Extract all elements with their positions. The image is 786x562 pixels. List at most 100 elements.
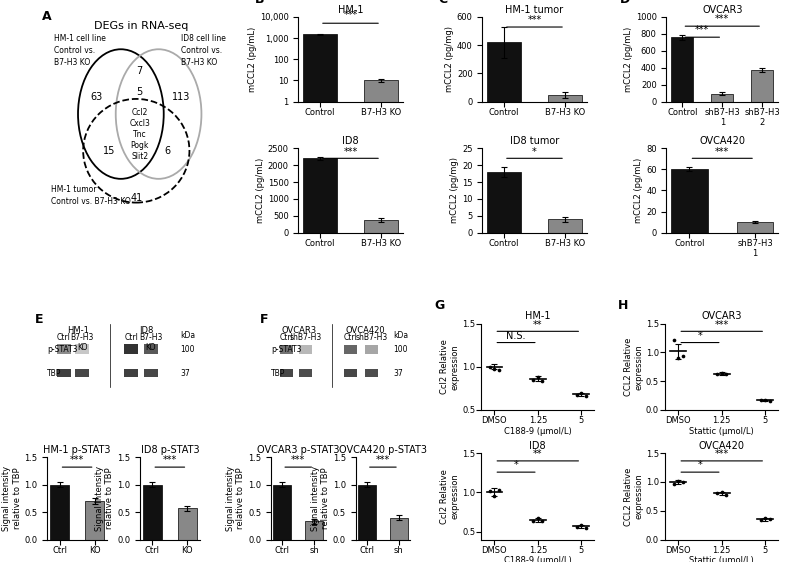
Point [720, 490, 733, 499]
Point [575, 520, 587, 529]
Text: DEGs in RNA-seq: DEGs in RNA-seq [94, 21, 189, 31]
Bar [365, 345, 377, 353]
Bar [487, 172, 521, 233]
Point [711, 370, 724, 379]
Bar [75, 345, 89, 354]
Bar [737, 222, 773, 233]
Text: 5: 5 [137, 88, 143, 97]
Point [672, 353, 685, 362]
Text: F: F [259, 312, 268, 326]
Point [763, 396, 776, 405]
Text: *: * [532, 147, 537, 157]
Bar [487, 42, 521, 102]
Text: *: * [698, 460, 703, 470]
Text: Ctrl: Ctrl [124, 333, 138, 342]
Bar [303, 34, 336, 562]
Text: B7-H3
KO: B7-H3 KO [139, 333, 163, 352]
Text: **: ** [533, 320, 542, 329]
Bar [57, 369, 71, 378]
Title: OVCAR3: OVCAR3 [701, 311, 742, 321]
Title: OVCAR3 p-STAT3: OVCAR3 p-STAT3 [257, 445, 340, 455]
Point [672, 476, 685, 485]
Bar [358, 484, 376, 540]
Title: ID8 tumor: ID8 tumor [510, 136, 559, 146]
Title: OVCA420 p-STAT3: OVCA420 p-STAT3 [339, 445, 427, 455]
Text: 113: 113 [171, 92, 190, 102]
Point [483, 486, 496, 495]
Text: 15: 15 [103, 146, 115, 156]
Y-axis label: mCCL2 (pg/mL): mCCL2 (pg/mL) [624, 26, 633, 92]
Text: Ctrl: Ctrl [343, 333, 358, 342]
Y-axis label: mCCL2 (pg/mL): mCCL2 (pg/mL) [248, 26, 257, 92]
Y-axis label: Signal intensity
relative to TBP: Signal intensity relative to TBP [2, 466, 21, 531]
Text: OVCAR3: OVCAR3 [281, 326, 316, 335]
Text: D: D [619, 0, 630, 6]
Title: ID8: ID8 [342, 136, 359, 146]
Point [579, 392, 592, 401]
X-axis label: C188-9 (μmol/L): C188-9 (μmol/L) [504, 427, 571, 436]
Text: N.S.: N.S. [506, 331, 526, 341]
Y-axis label: Signal intensity
relative to TBP: Signal intensity relative to TBP [310, 466, 330, 531]
Text: ***: *** [343, 147, 358, 157]
Point [571, 391, 583, 400]
Title: HM-1 p-STAT3: HM-1 p-STAT3 [43, 445, 111, 455]
Text: E: E [35, 312, 43, 326]
Bar [85, 501, 105, 540]
Bar [751, 70, 773, 102]
Point [483, 362, 496, 371]
Title: OVCA420: OVCA420 [699, 441, 745, 451]
Title: HM-1 tumor: HM-1 tumor [505, 4, 564, 15]
Title: HM-1: HM-1 [338, 4, 363, 15]
Bar [280, 345, 292, 353]
Text: ***: *** [163, 455, 177, 465]
Bar [671, 169, 707, 233]
Point [759, 395, 772, 404]
X-axis label: C188-9 (μmol/L): C188-9 (μmol/L) [504, 556, 571, 562]
Text: 100: 100 [394, 345, 408, 353]
Text: Ctrl: Ctrl [57, 333, 71, 342]
Bar [299, 369, 312, 378]
Bar [671, 37, 693, 102]
Text: TBP: TBP [271, 369, 285, 378]
Text: H: H [618, 300, 628, 312]
Bar [57, 345, 71, 354]
Text: 37: 37 [394, 369, 403, 378]
Text: ***: *** [714, 320, 729, 329]
Text: shB7-H3: shB7-H3 [355, 333, 387, 342]
Point [755, 396, 767, 405]
Point [536, 376, 549, 385]
Y-axis label: CCL2 Relative
expression: CCL2 Relative expression [624, 467, 643, 525]
Text: ***: *** [527, 15, 542, 25]
Y-axis label: Signal intensity
relative to TBP: Signal intensity relative to TBP [95, 466, 114, 531]
Text: ***: *** [343, 10, 358, 20]
Y-axis label: mCCL2 (pg/mL): mCCL2 (pg/mL) [256, 158, 265, 223]
Point [677, 351, 689, 360]
Text: B: B [255, 0, 264, 6]
Title: OVCAR3: OVCAR3 [702, 4, 743, 15]
Y-axis label: mCCL2 (pg/mg): mCCL2 (pg/mg) [445, 26, 454, 92]
Text: G: G [434, 300, 444, 312]
Point [527, 517, 540, 526]
Bar [124, 345, 138, 354]
Text: 6: 6 [164, 146, 171, 156]
Bar [344, 369, 357, 378]
Point [720, 369, 733, 378]
Bar [365, 369, 377, 378]
Title: ID8: ID8 [530, 441, 546, 451]
Point [667, 335, 680, 344]
Point [527, 375, 540, 384]
Bar [364, 80, 398, 562]
Text: HM-1 tumor
Control vs. B7-H3 KO: HM-1 tumor Control vs. B7-H3 KO [50, 185, 130, 206]
Text: p-STAT3: p-STAT3 [271, 345, 301, 353]
Point [715, 369, 728, 378]
Bar [390, 518, 408, 540]
Text: *: * [514, 460, 519, 470]
Bar [344, 345, 357, 353]
Y-axis label: mCCL2 (pg/mL): mCCL2 (pg/mL) [634, 158, 643, 223]
Text: C: C [439, 0, 448, 6]
Point [759, 514, 772, 523]
Y-axis label: Signal intensity
relative to TBP: Signal intensity relative to TBP [226, 466, 245, 531]
Bar [50, 484, 69, 540]
Point [488, 492, 501, 501]
Text: ***: *** [70, 455, 84, 465]
